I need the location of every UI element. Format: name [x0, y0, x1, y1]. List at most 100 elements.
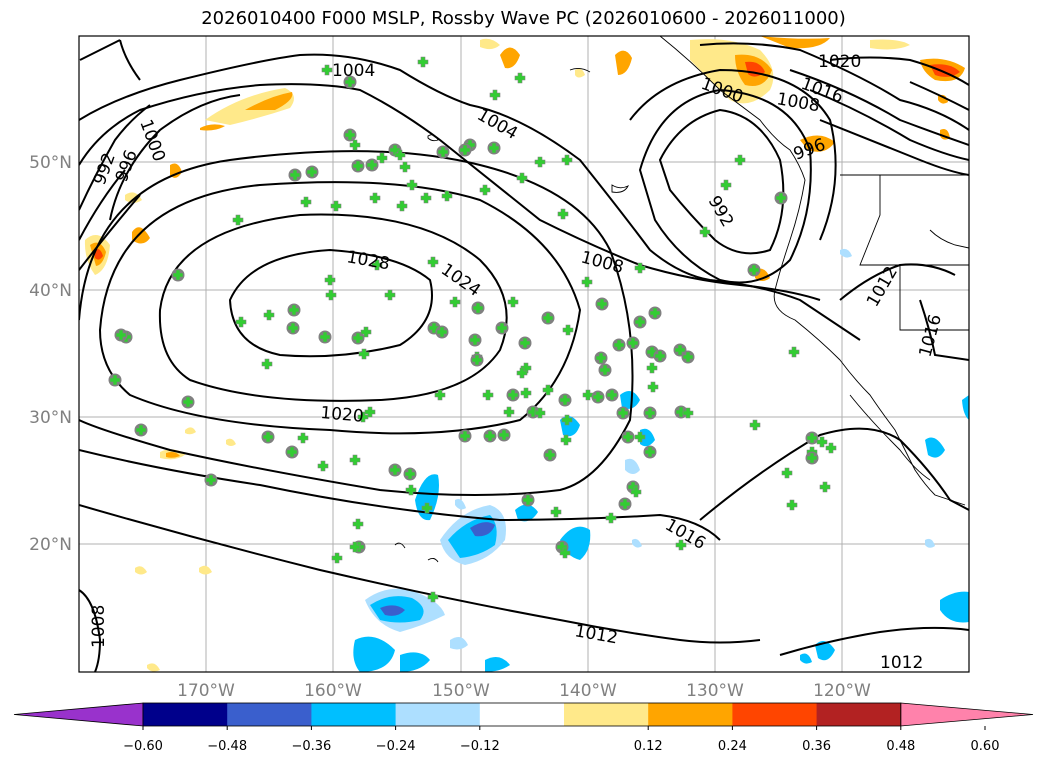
station-marker: [720, 179, 732, 191]
station-marker: [522, 494, 534, 506]
contour-label: 1012: [880, 653, 923, 673]
station-marker: [389, 464, 401, 476]
station-marker: [559, 547, 571, 559]
colorbar-segment: [227, 703, 312, 726]
contour-labels: 1004 1004 1000 1000 992 996 992 996 1028…: [89, 52, 946, 673]
station-marker: [675, 406, 687, 418]
station-marker: [596, 298, 608, 310]
colorbar-segment: [395, 703, 481, 726]
station-marker: [366, 159, 378, 171]
station-marker: [441, 190, 453, 202]
station-marker: [330, 200, 342, 212]
station-marker: [297, 432, 309, 444]
station-marker: [825, 442, 837, 454]
station-marker: [421, 502, 433, 514]
station-marker: [325, 289, 337, 301]
contour-label: 1020: [818, 52, 861, 72]
station-marker: [349, 541, 361, 553]
station-marker: [484, 430, 496, 442]
station-marker: [550, 506, 562, 518]
station-marker: [135, 424, 147, 436]
station-marker: [627, 337, 639, 349]
station-marker: [399, 161, 411, 173]
station-marker: [749, 419, 761, 431]
station-marker: [617, 407, 629, 419]
station-marker: [262, 431, 274, 443]
station-marker: [405, 484, 417, 496]
station-marker: [748, 264, 760, 276]
colorbar: −0.60 −0.48 −0.36 −0.24 −0.12 0.12 0.24 0.36 0.4…: [13, 702, 1034, 754]
station-marker: [349, 454, 361, 466]
station-marker: [394, 149, 406, 161]
station-marker: [542, 384, 554, 396]
station-marker: [775, 192, 787, 204]
station-marker: [605, 512, 617, 524]
colorbar-tick-label: 0.12: [634, 739, 663, 754]
station-marker: [519, 337, 531, 349]
station-marker: [507, 296, 519, 308]
station-marker: [404, 468, 416, 480]
station-marker: [489, 89, 501, 101]
station-marker: [592, 391, 604, 403]
station-marker: [288, 304, 300, 316]
station-marker: [261, 358, 273, 370]
lon-label: 150°W: [432, 681, 490, 701]
colorbar-segment: [648, 703, 733, 726]
station-marker: [682, 351, 694, 363]
station-marker: [488, 142, 500, 154]
station-marker: [786, 499, 798, 511]
station-marker: [788, 346, 800, 358]
station-marker: [542, 312, 554, 324]
station-marker: [352, 518, 364, 530]
station-marker: [360, 326, 372, 338]
station-marker: [649, 307, 661, 319]
chart-title: 2026010400 F000 MSLP, Rossby Wave PC (20…: [201, 8, 846, 29]
station-marker: [682, 407, 694, 419]
station-marker: [599, 364, 611, 376]
mslp-contours: [79, 39, 969, 672]
station-marker: [182, 396, 194, 408]
station-marker: [324, 274, 336, 286]
station-marker: [581, 276, 593, 288]
station-marker: [559, 394, 571, 406]
colorbar-frame: [142, 702, 902, 727]
colorbar-tick-label: 0.24: [718, 739, 747, 754]
station-marker: [514, 72, 526, 84]
station-marker: [263, 309, 275, 321]
station-marker: [321, 64, 333, 76]
lon-label: 160°W: [304, 681, 362, 701]
station-marker: [172, 269, 184, 281]
station-marker: [436, 326, 448, 338]
station-marker: [306, 166, 318, 178]
colorbar-segment: [479, 703, 565, 726]
station-marker: [516, 172, 528, 184]
station-marker: [622, 431, 634, 443]
station-marker: [109, 374, 121, 386]
station-marker: [459, 144, 471, 156]
station-marker: [427, 256, 439, 268]
colorbar-segment: [564, 703, 649, 726]
colorbar-tick-label: −0.60: [123, 739, 163, 754]
gridlines: [79, 36, 969, 672]
station-marker: [115, 329, 127, 341]
colorbar-tick-label: 0.48: [886, 739, 915, 754]
station-marker: [634, 431, 646, 443]
station-marker: [781, 467, 793, 479]
colorbar-min-arrow: [13, 702, 144, 727]
station-marker: [595, 352, 607, 364]
colorbar-tick-label: −0.48: [207, 739, 247, 754]
colorbar-tick-label: −0.36: [291, 739, 331, 754]
colorbar-tick-label: 0.60: [971, 739, 1000, 754]
colorbar-tick-label: −0.24: [376, 739, 416, 754]
station-marker: [699, 226, 711, 238]
station-marker: [344, 76, 356, 88]
station-marker: [630, 486, 642, 498]
station-marker: [352, 332, 364, 344]
station-marker: [534, 156, 546, 168]
station-marker: [319, 331, 331, 343]
lon-label: 130°W: [686, 681, 744, 701]
station-marker: [235, 316, 247, 328]
station-marker: [634, 262, 646, 274]
station-marker: [464, 139, 476, 151]
